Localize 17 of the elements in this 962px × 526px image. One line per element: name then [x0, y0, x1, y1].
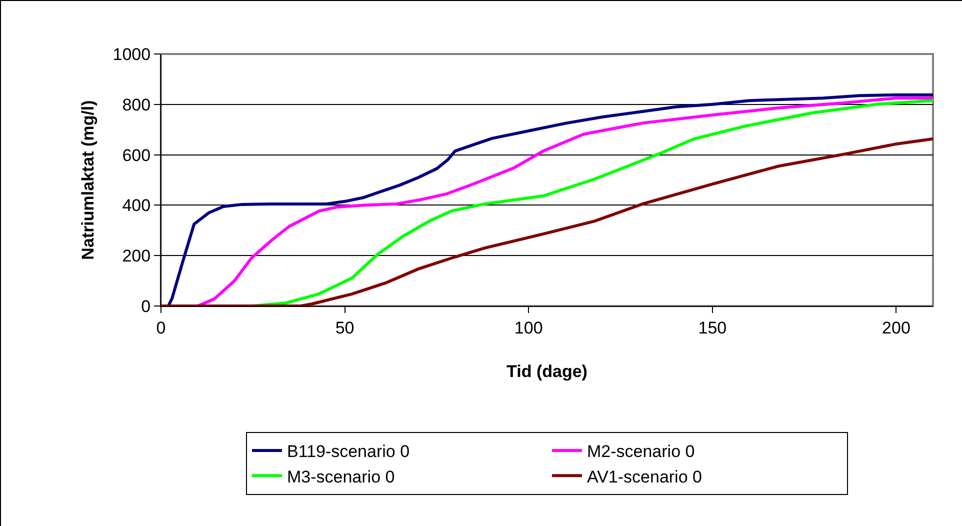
- legend-label: M3-scenario 0: [287, 467, 395, 486]
- y-tick-label: 400: [122, 196, 151, 216]
- y-tick-label: 600: [122, 146, 151, 165]
- x-tick-label: 0: [156, 318, 166, 338]
- y-tick-label: 1000: [112, 44, 151, 64]
- y-tick-label: 200: [122, 246, 151, 266]
- x-tick-label: 50: [335, 318, 354, 338]
- legend-label: AV1-scenario 0: [587, 467, 702, 486]
- x-tick-label: 100: [514, 318, 543, 338]
- x-tick-label: 200: [882, 318, 910, 338]
- y-tick-label: 800: [122, 95, 151, 114]
- y-axis-title: Natriumlaktat (mg/l): [78, 100, 98, 260]
- x-axis-title: Tid (dage): [506, 362, 588, 381]
- y-tick-label: 0: [141, 296, 151, 316]
- x-tick-label: 150: [698, 318, 727, 338]
- legend-label: M2-scenario 0: [587, 442, 695, 462]
- legend-label: B119-scenario 0: [287, 442, 410, 462]
